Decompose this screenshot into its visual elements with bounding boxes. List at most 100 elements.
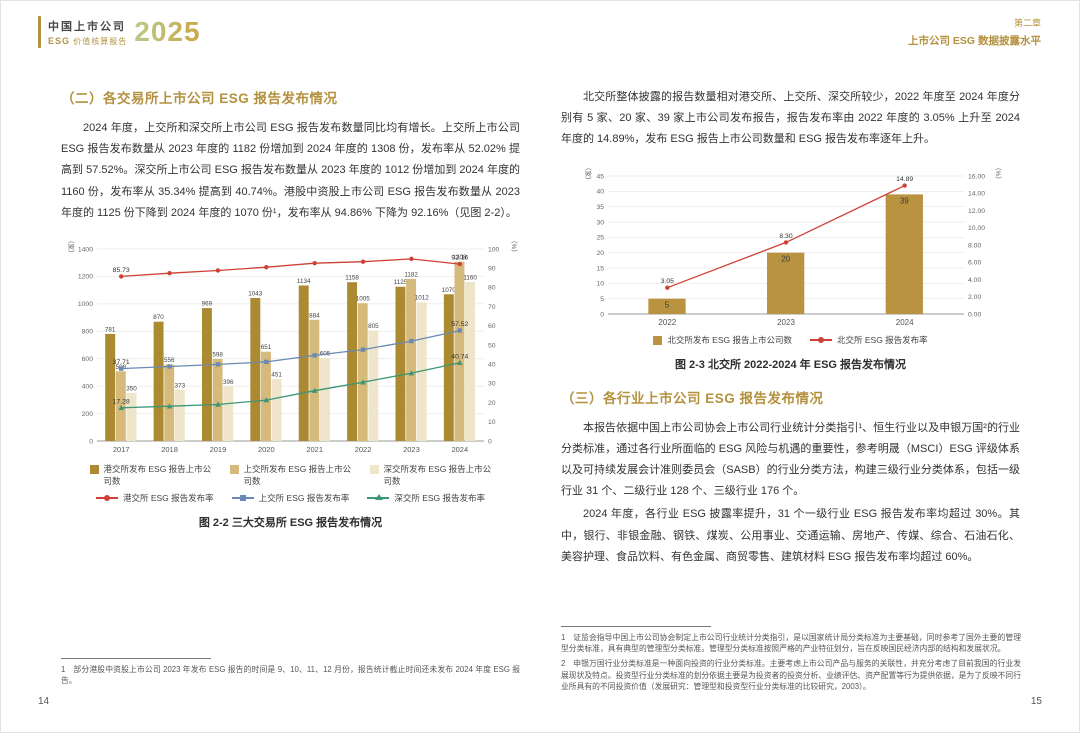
logo-subtitle: 价值核算报告	[73, 36, 128, 46]
svg-text:1182: 1182	[404, 271, 418, 278]
svg-text:90: 90	[488, 266, 496, 273]
svg-text:2024: 2024	[451, 445, 468, 454]
footnote-1-right: 1 证监会指导中国上市公司协会制定上市公司行业统计分类指引，是以国家统计局分类标…	[561, 632, 1021, 654]
svg-text:1308: 1308	[452, 254, 467, 261]
section-3-heading: （三）各行业上市公司 ESG 报告发布情况	[561, 390, 824, 406]
svg-text:4.00: 4.00	[968, 276, 981, 283]
sse-bar-swatch-icon	[229, 465, 239, 475]
svg-text:0.00: 0.00	[968, 311, 981, 318]
svg-text:30: 30	[596, 219, 604, 226]
legend-row-lines: 港交所 ESG 报告发布率 上交所 ESG 报告发布率	[61, 493, 520, 505]
svg-text:10: 10	[488, 419, 496, 426]
chapter-number: 第二章	[1013, 18, 1041, 28]
svg-text:2022: 2022	[355, 445, 372, 454]
legend-item-bse-count: 北交所发布 ESG 报告上市公司数	[653, 335, 792, 347]
legend-label: 深交所发布 ESG 报告上市公司数	[383, 464, 492, 486]
svg-text:2020: 2020	[258, 445, 275, 454]
chapter-title: 上市公司 ESG 数据披露水平	[907, 35, 1041, 47]
svg-text:1158: 1158	[345, 275, 359, 282]
svg-text:39: 39	[899, 196, 908, 205]
svg-text:16.00: 16.00	[968, 173, 985, 180]
svg-text:1043: 1043	[248, 291, 263, 298]
svg-text:（家）: （家）	[584, 164, 593, 184]
svg-text:45: 45	[596, 173, 604, 180]
svg-text:5: 5	[664, 300, 669, 309]
svg-text:2019: 2019	[210, 445, 227, 454]
svg-text:8.00: 8.00	[968, 242, 981, 249]
svg-text:0: 0	[89, 438, 93, 445]
right-page-column: 北交所整体披露的报告数量相对港交所、上交所、深交所较少，2022 年度至 202…	[561, 87, 1020, 568]
svg-text:1012: 1012	[415, 295, 430, 302]
svg-text:350: 350	[126, 386, 137, 393]
logo-text: 中国上市公司 ESG 价值核算报告	[48, 18, 127, 47]
svg-text:70: 70	[488, 304, 496, 311]
figure-2-2-caption: 图 2-2 三大交易所 ESG 报告发布情况	[198, 516, 383, 529]
hkex-bar-swatch-icon	[89, 465, 99, 475]
svg-text:（家）: （家）	[67, 237, 76, 257]
svg-text:80: 80	[488, 285, 496, 292]
svg-text:2021: 2021	[306, 445, 323, 454]
figure-2-3: 0 5 10 15 20 25 30 35 40 45 0.00 2.00 4.00 6.00 8.00 10…	[561, 160, 1020, 372]
szse-bar-swatch-icon	[369, 465, 379, 475]
two-column-body: （二）各交易所上市公司 ESG 报告发布情况 2024 年度，上交所和深交所上市…	[61, 87, 1020, 568]
svg-text:30: 30	[488, 381, 496, 388]
svg-text:40.74: 40.74	[451, 353, 468, 360]
svg-text:0: 0	[600, 311, 604, 318]
svg-text:14.00: 14.00	[968, 190, 985, 197]
svg-text:800: 800	[82, 329, 94, 336]
svg-text:6.00: 6.00	[968, 259, 981, 266]
svg-text:400: 400	[82, 384, 94, 391]
section-3-paragraph-1: 本报告依据中国上市公司协会上市公司行业统计分类指引¹、恒生行业以及申银万国²的行…	[561, 421, 1020, 498]
legend-label: 港交所发布 ESG 报告上市公司数	[103, 464, 212, 486]
svg-text:37.71: 37.71	[113, 359, 130, 366]
svg-text:969: 969	[202, 301, 213, 308]
legend-label: 北交所 ESG 报告发布率	[837, 334, 928, 345]
page-header: 中国上市公司 ESG 价值核算报告 2025 第二章 上市公司 ESG 数据披露…	[38, 16, 1041, 48]
svg-text:2023: 2023	[777, 318, 795, 327]
svg-text:92.16: 92.16	[451, 255, 468, 262]
svg-text:2024: 2024	[895, 318, 913, 327]
legend-label: 上交所发布 ESG 报告上市公司数	[243, 464, 352, 486]
left-footnotes: 1 部分港股中资股上市公司 2023 年发布 ESG 报告的时间是 9、10、1…	[61, 657, 520, 690]
logo-year: 2025	[134, 16, 201, 47]
svg-text:2018: 2018	[161, 445, 178, 454]
svg-text:15: 15	[596, 265, 604, 272]
svg-text:1160: 1160	[463, 275, 477, 282]
svg-text:20: 20	[781, 254, 790, 263]
logo-subtitle-line: ESG 价值核算报告	[48, 36, 127, 47]
hkex-line-marker-icon	[95, 493, 118, 503]
svg-text:8.30: 8.30	[779, 233, 792, 240]
page-number-15: 15	[1030, 696, 1042, 707]
svg-text:10: 10	[596, 280, 604, 287]
svg-text:（%）: （%）	[994, 164, 1002, 183]
svg-text:805: 805	[368, 323, 379, 330]
svg-text:10.00: 10.00	[968, 225, 985, 232]
svg-text:12.00: 12.00	[968, 207, 985, 214]
figure-2-3-chart: 0 5 10 15 20 25 30 35 40 45 0.00 2.00 4.00 6.00 8.00 10…	[584, 164, 1002, 327]
legend-item-szse-rate: 深交所 ESG 报告发布率	[367, 493, 485, 505]
svg-text:40: 40	[596, 188, 604, 195]
legend-item-hkex-count: 港交所发布 ESG 报告上市公司数	[89, 464, 212, 488]
svg-text:0: 0	[488, 438, 492, 445]
svg-text:1400: 1400	[78, 246, 93, 253]
szse-line-marker-icon	[367, 493, 390, 503]
footnote-divider	[61, 657, 211, 659]
svg-text:17.28: 17.28	[113, 398, 130, 405]
legend-label: 上交所 ESG 报告发布率	[258, 492, 350, 503]
svg-text:35: 35	[596, 204, 604, 211]
left-page-column: （二）各交易所上市公司 ESG 报告发布情况 2024 年度，上交所和深交所上市…	[61, 87, 520, 568]
section-2-heading: （二）各交易所上市公司 ESG 报告发布情况	[61, 91, 338, 106]
right-footnotes: 1 证监会指导中国上市公司协会制定上市公司行业统计分类指引，是以国家统计局分类标…	[561, 625, 1021, 696]
page-number-14: 14	[38, 696, 50, 707]
svg-text:25: 25	[596, 234, 604, 241]
svg-text:100: 100	[488, 246, 500, 253]
svg-text:14.89: 14.89	[896, 176, 913, 183]
svg-text:2.00: 2.00	[968, 294, 981, 301]
figure-2-2-legend: 港交所发布 ESG 报告上市公司数 上交所发布 ESG 报告上市公司数 深交所发…	[61, 464, 520, 505]
svg-text:200: 200	[82, 411, 94, 418]
svg-text:556: 556	[164, 357, 175, 364]
svg-text:1000: 1000	[78, 301, 93, 308]
svg-text:1005: 1005	[356, 296, 371, 303]
legend-row: 北交所发布 ESG 报告上市公司数 北交所 ESG 报告发布率	[561, 335, 1020, 347]
svg-text:2017: 2017	[113, 445, 130, 454]
